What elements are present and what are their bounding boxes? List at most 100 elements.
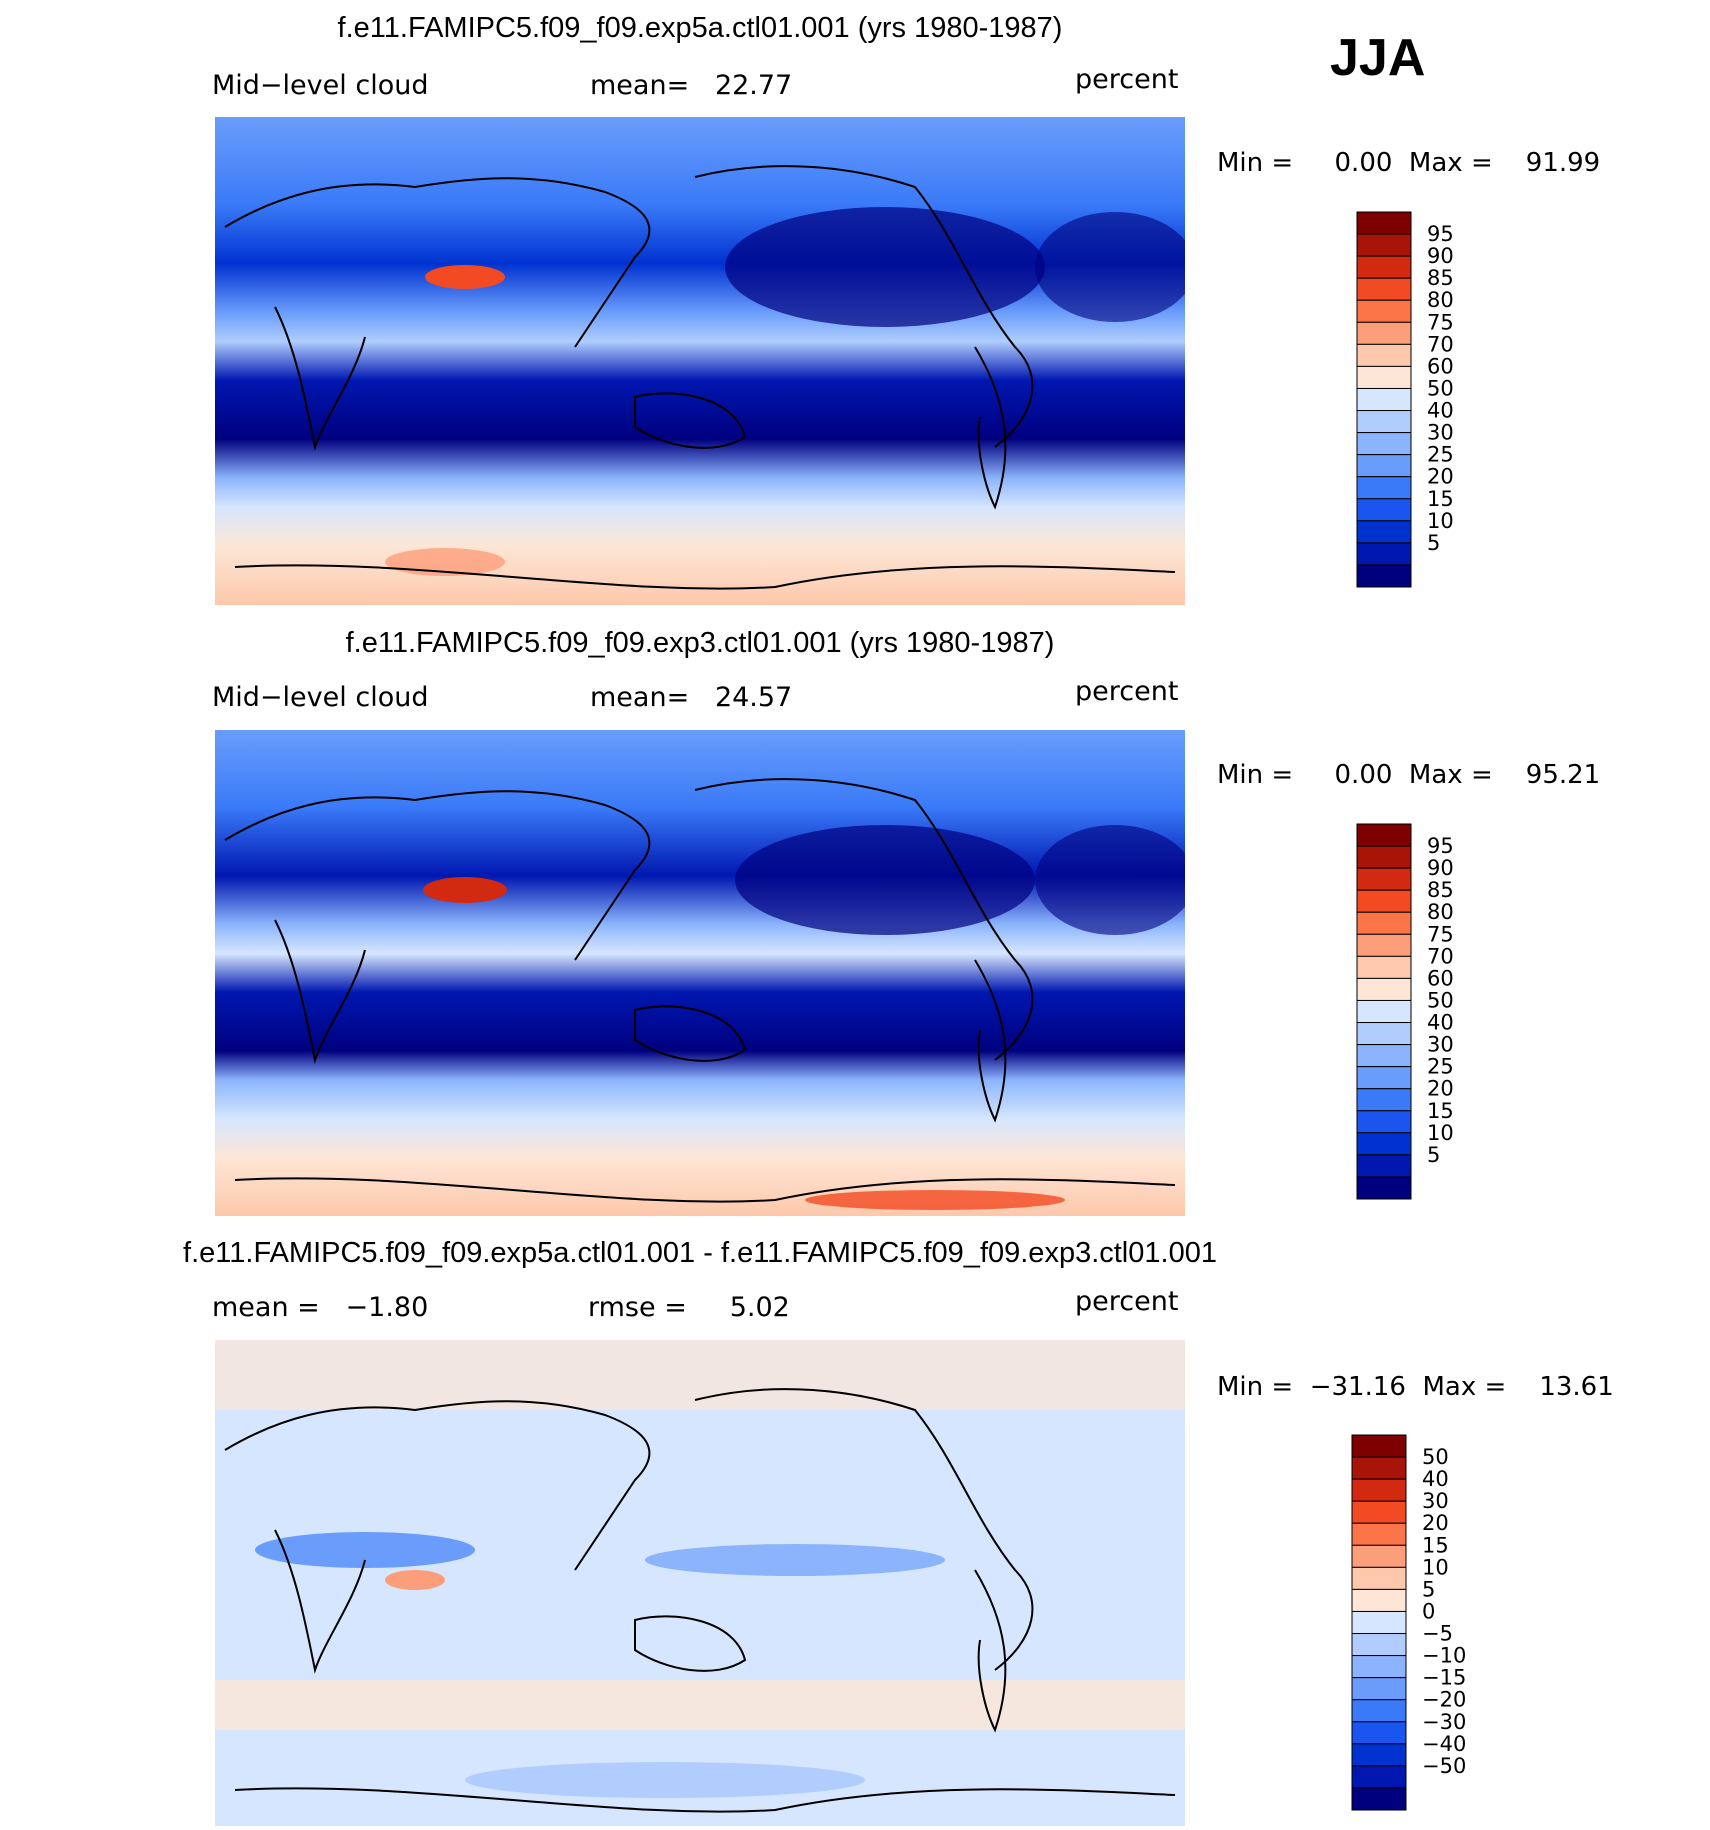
panel-3-mean-label: mean = −1.80: [212, 1292, 429, 1323]
panel-3-indian-low: [255, 1532, 475, 1568]
panel-2-coastlines: [224, 778, 1176, 1203]
panel-3-colorbar-swatch: [1351, 1434, 1407, 1458]
panel-3-colorbar-swatch: [1351, 1721, 1407, 1745]
panel-2-colorbar-label: 25: [1427, 1055, 1454, 1079]
panel-3-colorbar-label: 15: [1422, 1533, 1449, 1557]
panel-2-colorbar-label: 50: [1427, 988, 1454, 1012]
panel-1-colorbar-swatch: [1356, 211, 1412, 235]
panel-1-variable-label: Mid−level cloud: [212, 70, 429, 101]
panel-3-colorbar-label: −10: [1422, 1644, 1466, 1668]
panel-3-title: f.e11.FAMIPC5.f09_f09.exp5a.ctl01.001 - …: [183, 1237, 1217, 1269]
panel-3-colorbar-label: −15: [1422, 1666, 1466, 1690]
panel-2-colorbar-label: 90: [1427, 856, 1454, 880]
panel-3-minmax: Min = −31.16 Max = 13.61: [1217, 1372, 1614, 1402]
panel-3-colorbar-swatch: [1351, 1566, 1407, 1590]
panel-1-colorbar-label: 15: [1427, 487, 1454, 511]
panel-2-colorbar-label: 75: [1427, 922, 1454, 946]
panel-2-colorbar-swatch: [1356, 911, 1412, 935]
panel-2-southern-peak: [805, 1190, 1065, 1210]
panel-3-colorbar-swatch: [1351, 1522, 1407, 1546]
panel-3-colorbar-label: 10: [1422, 1555, 1449, 1579]
panel-2-colorbar-swatch: [1356, 823, 1412, 847]
panel-2-colorbar-swatch: [1356, 999, 1412, 1024]
panel-2-colorbar-label: 15: [1427, 1099, 1454, 1123]
panel-3-colorbar-swatch: [1351, 1633, 1407, 1657]
panel-1-colorbar-label: 10: [1427, 509, 1454, 533]
panel-2-colorbar-label: 5: [1427, 1143, 1440, 1167]
panel-2-colorbar-swatch: [1356, 1022, 1412, 1046]
panel-3-coastlines: [224, 1388, 1176, 1813]
panel-2-colorbar-swatch: [1356, 1132, 1412, 1156]
panel-2-tibet-high: [423, 877, 507, 903]
panel-1-colorbar-swatch: [1356, 255, 1412, 279]
panel-3-colorbar-swatch: [1351, 1787, 1407, 1811]
panel-2-colorbar-label: 10: [1427, 1121, 1454, 1145]
panel-1-pacific-low: [725, 207, 1045, 327]
panel-2-colorbar-label: 60: [1427, 966, 1454, 990]
panel-2-colorbar-swatch: [1356, 1088, 1412, 1112]
panel-2-colorbar-label: 95: [1427, 834, 1454, 858]
panel-1-colorbar-swatch: [1356, 564, 1412, 588]
panel-1-field: [215, 117, 1185, 605]
panel-3-units-label: percent: [1075, 1286, 1179, 1317]
panel-1-colorbar-label: 70: [1427, 332, 1454, 356]
panel-1-colorbar-swatch: [1356, 321, 1412, 345]
panel-3-colorbar-swatch: [1351, 1677, 1407, 1701]
panel-3-colorbar-swatch: [1351, 1500, 1407, 1524]
panel-3-colorbar-label: 50: [1422, 1445, 1449, 1469]
panel-3-colorbar-label: 0: [1422, 1599, 1435, 1623]
panel-2-colorbar-swatch: [1356, 977, 1412, 1001]
panel-1-colorbar-swatch: [1356, 343, 1412, 367]
panel-1-tibet-high: [425, 265, 505, 289]
panel-1-colorbar-label: 5: [1427, 531, 1440, 555]
panel-2-colorbar-label: 85: [1427, 878, 1454, 902]
panel-1-title: f.e11.FAMIPC5.f09_f09.exp5a.ctl01.001 (y…: [337, 12, 1063, 44]
panel-2-colorbar-swatches: [1356, 823, 1412, 1200]
panel-2-colorbar-label: 70: [1427, 944, 1454, 968]
panel-2-variable-label: Mid−level cloud: [212, 682, 429, 713]
panel-3-colorbar-swatch: [1351, 1743, 1407, 1767]
panel-3-colorbar-swatch: [1351, 1765, 1407, 1789]
panel-2-mean-label: mean= 24.57: [590, 682, 793, 713]
panel-1-colorbar-label: 25: [1427, 443, 1454, 467]
panel-1-colorbar-swatch: [1356, 387, 1412, 412]
panel-1-colorbar-label: 90: [1427, 244, 1454, 268]
panel-2-map: [215, 730, 1185, 1216]
panel-1-colorbar-swatch: [1356, 365, 1412, 389]
panel-1-colorbar-swatch: [1356, 542, 1412, 566]
panel-3-arabian-high: [385, 1570, 445, 1590]
panel-1-atlantic-low: [1035, 212, 1185, 322]
panel-1-colorbar-swatch: [1356, 299, 1412, 323]
panel-2-colorbar-swatch: [1356, 1044, 1412, 1068]
panel-2-colorbar-swatch: [1356, 1154, 1412, 1178]
panel-3-colorbar-label: −20: [1422, 1688, 1466, 1712]
panel-3-colorbar-swatches: [1351, 1434, 1407, 1811]
panel-1-colorbar-swatch: [1356, 476, 1412, 500]
panel-2-colorbar-label: 20: [1427, 1077, 1454, 1101]
panel-3-map: [215, 1340, 1185, 1826]
panel-1-colorbar-label: 50: [1427, 376, 1454, 400]
panel-2-colorbar-swatch: [1356, 867, 1412, 891]
panel-2-colorbar-swatch: [1356, 1176, 1412, 1200]
panel-2-field: [215, 730, 1185, 1216]
panel-3-colorbar-swatch: [1351, 1610, 1407, 1635]
panel-1-mean-label: mean= 22.77: [590, 70, 793, 101]
panel-1-colorbar-label: 20: [1427, 465, 1454, 489]
panel-2-units-label: percent: [1075, 676, 1179, 707]
panel-1-colorbar-label: 60: [1427, 354, 1454, 378]
panel-2-colorbar-swatch: [1356, 955, 1412, 979]
panel-2-colorbar-swatch: [1356, 845, 1412, 869]
panel-1-colorbar-label: 85: [1427, 266, 1454, 290]
panel-2-colorbar-swatch: [1356, 1110, 1412, 1134]
panel-1-colorbar-swatch: [1356, 498, 1412, 522]
panel-2-minmax: Min = 0.00 Max = 95.21: [1217, 760, 1601, 790]
panel-3-colorbar-swatch: [1351, 1478, 1407, 1502]
panel-3-colorbar-label: 40: [1422, 1467, 1449, 1491]
panel-1-colorbar-swatch: [1356, 410, 1412, 434]
panel-2-atlantic-low: [1035, 825, 1185, 935]
panel-3-colorbar-swatch: [1351, 1655, 1407, 1679]
